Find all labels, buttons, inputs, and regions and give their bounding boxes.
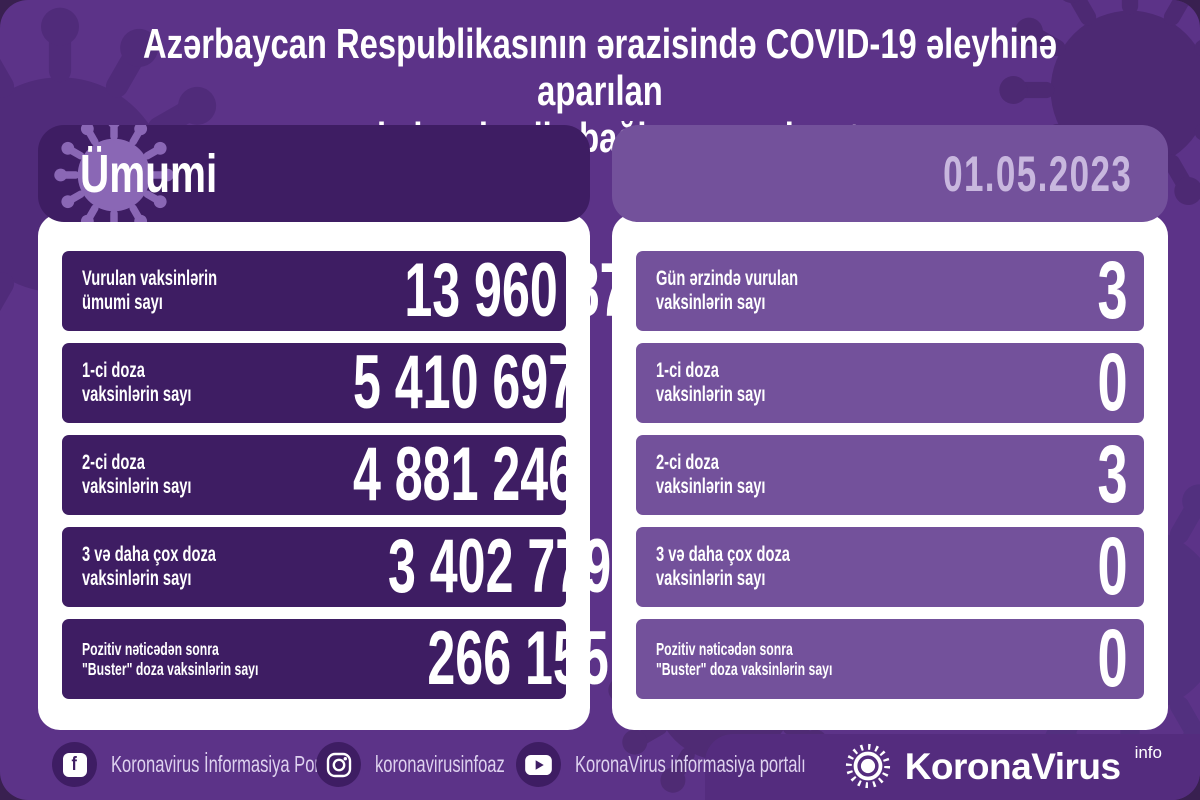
stat-row-second-dose: 2-ci doza vaksinlərin sayı 4 881 246 [62, 435, 577, 515]
stat-label: 2-ci doza vaksinlərin sayı [82, 450, 192, 498]
stat-label: 1-ci doza vaksinlərin sayı [656, 358, 766, 406]
stat-value: 0 [1097, 521, 1128, 612]
stat-value: 5 410 697 [353, 340, 577, 425]
stat-row-daily-booster-dose: Pozitiv nəticədən sonra "Buster" doza va… [636, 613, 1144, 704]
instagram-label: koronavirusinfoaz [375, 751, 505, 777]
youtube-handle: KoronaVirus informasiya portalı [516, 742, 895, 787]
facebook-icon: f [52, 742, 97, 787]
total-stats-panel: Vurulan vaksinlərin ümumi sayı 13 960 87… [38, 214, 655, 730]
stat-label: 3 və daha çox doza vaksinlərin sayı [82, 542, 216, 590]
stat-row-daily-first-dose: 1-ci doza vaksinlərin sayı 0 [636, 337, 1144, 428]
youtube-label: KoronaVirus informasiya portalı [575, 751, 806, 777]
facebook-label: Koronavirus İnformasiya Portalı [111, 751, 343, 777]
stat-value: 3 [1097, 245, 1128, 336]
page-title-line1: Azərbaycan Respublikasının ərazisində CO… [143, 20, 1057, 115]
stat-label: Vurulan vaksinlərin ümumi sayı [82, 266, 218, 314]
logo-background [705, 734, 1200, 800]
daily-panel-header: 01.05.2023 [612, 125, 1168, 222]
stat-value: 3 402 779 [388, 524, 612, 609]
instagram-handle: koronavirusinfoaz [316, 742, 555, 787]
stat-row-booster-dose: Pozitiv nəticədən sonra "Buster" doza va… [62, 619, 609, 699]
stat-value: 0 [1097, 613, 1128, 704]
stat-row-daily-vaccines: Gün ərzində vurulan vaksinlərin sayı 3 [636, 245, 1144, 336]
stat-label: Gün ərzində vurulan vaksinlərin sayı [656, 266, 799, 314]
stat-value: 4 881 246 [353, 432, 577, 517]
total-panel-header: Ümumi [38, 125, 590, 222]
stat-row-total-vaccines: Vurulan vaksinlərin ümumi sayı 13 960 87… [62, 251, 655, 331]
stat-label: 3 və daha çox doza vaksinlərin sayı [656, 542, 790, 590]
instagram-icon [316, 742, 361, 787]
stat-value: 3 [1097, 429, 1128, 520]
stat-row-first-dose: 1-ci doza vaksinlərin sayı 5 410 697 [62, 343, 577, 423]
stat-value: 0 [1097, 337, 1128, 428]
daily-stats-panel: Gün ərzində vurulan vaksinlərin sayı 3 1… [612, 214, 1168, 730]
virus-sun-icon [845, 743, 890, 789]
stat-row-daily-third-dose: 3 və daha çox doza vaksinlərin sayı 0 [636, 521, 1144, 612]
stat-row-daily-second-dose: 2-ci doza vaksinlərin sayı 3 [636, 429, 1144, 520]
stat-row-third-dose: 3 və daha çox doza vaksinlərin sayı 3 40… [62, 527, 612, 607]
stat-label: Pozitiv nəticədən sonra "Buster" doza va… [656, 638, 833, 679]
report-date: 01.05.2023 [942, 145, 1132, 202]
facebook-handle: f Koronavirus İnformasiya Portalı [52, 742, 432, 787]
stat-label: 2-ci doza vaksinlərin sayı [656, 450, 766, 498]
koronavirus-info-logo: KoronaVirus info [843, 741, 1162, 791]
logo-text: KoronaVirus [904, 745, 1121, 787]
youtube-icon [516, 742, 561, 787]
stat-value: 266 155 [427, 616, 609, 701]
total-panel-title: Ümumi [80, 143, 218, 204]
logo-superscript: info [1134, 743, 1162, 762]
stat-label: Pozitiv nəticədən sonra "Buster" doza va… [82, 638, 259, 679]
stat-label: 1-ci doza vaksinlərin sayı [82, 358, 192, 406]
